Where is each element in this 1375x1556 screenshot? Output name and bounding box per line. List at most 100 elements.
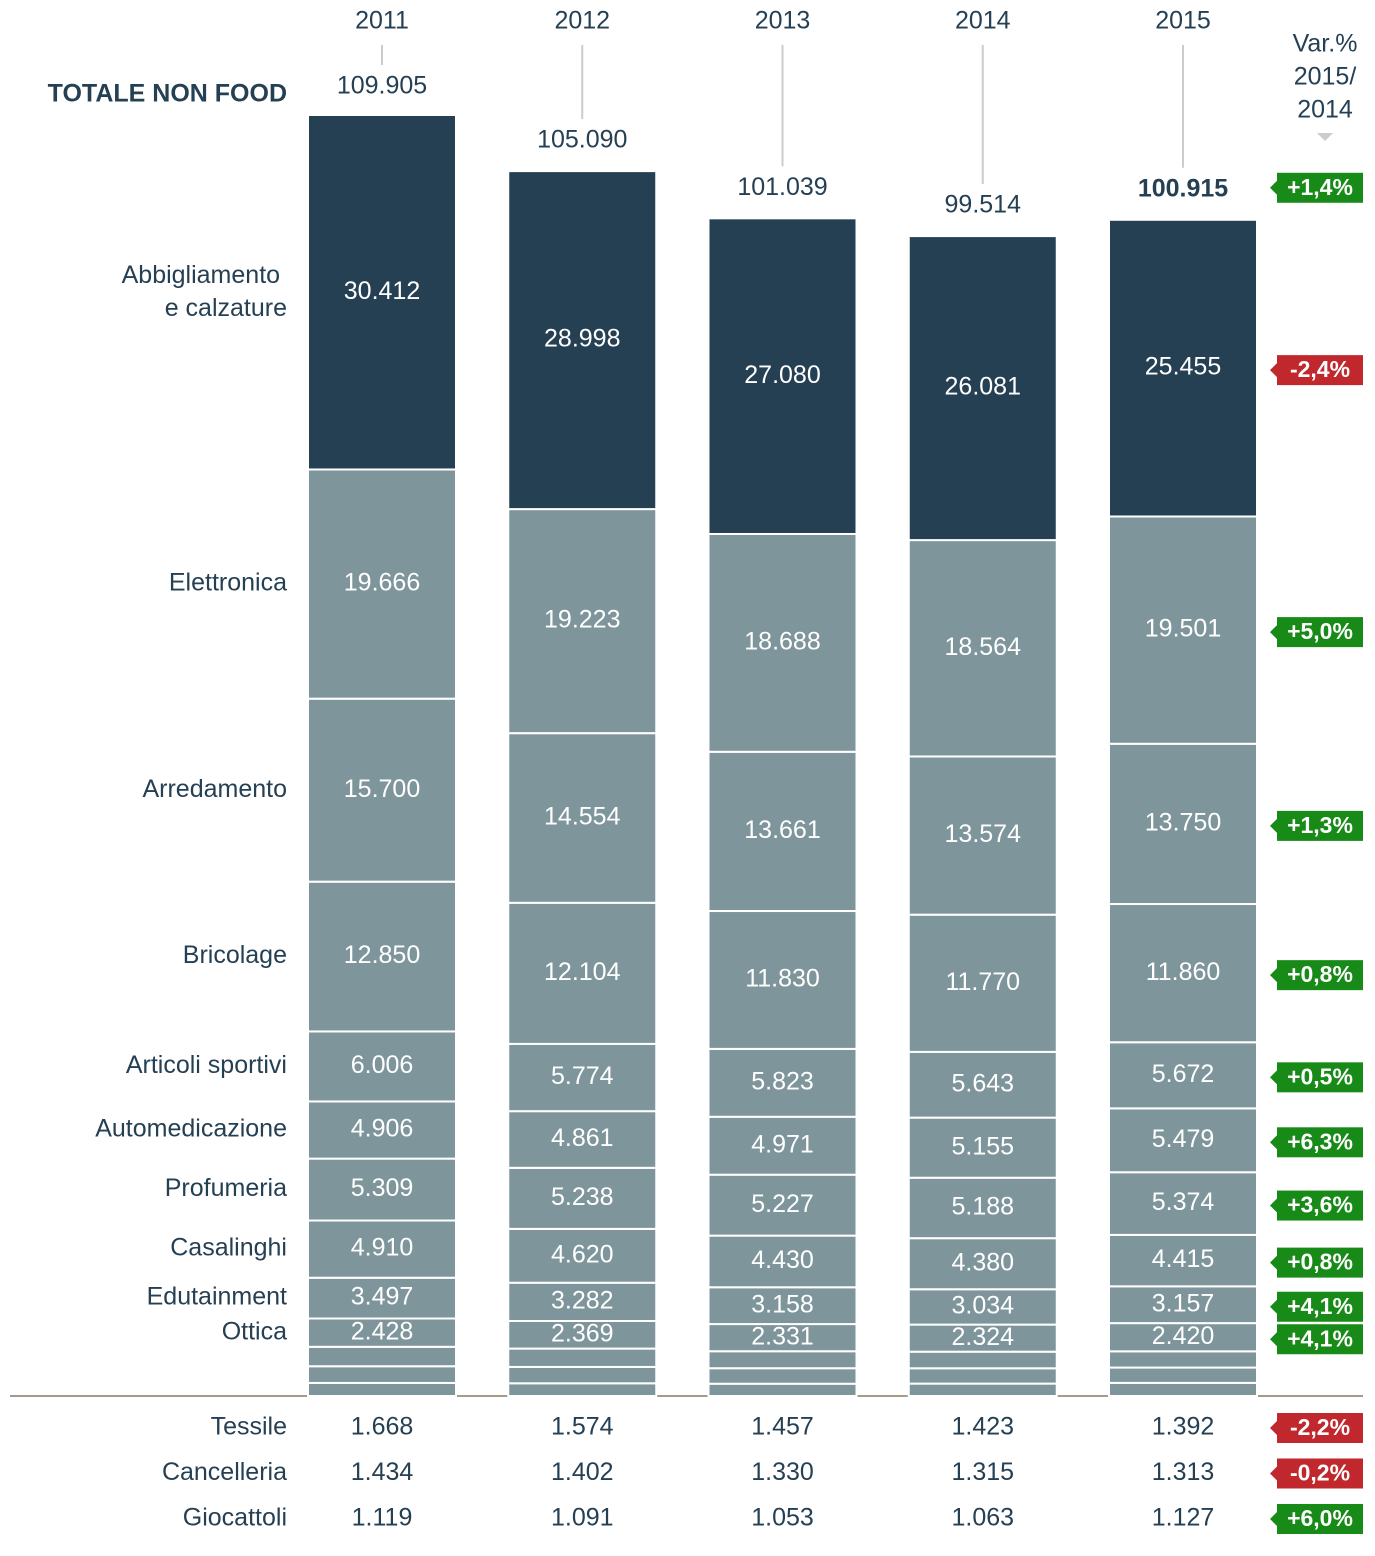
segment-label: 1.574 bbox=[551, 1413, 614, 1441]
segment-label: 12.850 bbox=[344, 941, 420, 969]
segment-label: 4.910 bbox=[351, 1234, 414, 1262]
segment-label: 1.668 bbox=[351, 1413, 414, 1441]
bar-segment bbox=[907, 1176, 1058, 1240]
segment-label: 4.971 bbox=[751, 1130, 814, 1158]
year-label: 2011 bbox=[355, 7, 409, 35]
bar-segment bbox=[1108, 1322, 1258, 1353]
badge-pointer bbox=[1270, 1070, 1277, 1085]
year-label: 2013 bbox=[755, 7, 811, 35]
badge-pointer bbox=[1270, 1299, 1277, 1314]
change-label: +3,6% bbox=[1287, 1192, 1353, 1218]
segment-label: 27.080 bbox=[744, 361, 820, 389]
segment-label: 14.554 bbox=[544, 803, 621, 831]
change-badge bbox=[1277, 1324, 1363, 1355]
badge-pointer bbox=[1270, 1421, 1277, 1435]
bar-segment bbox=[307, 1157, 457, 1222]
change-label: +5,0% bbox=[1287, 618, 1353, 644]
bar-segment bbox=[507, 1382, 658, 1397]
segment-label: 6.006 bbox=[351, 1051, 414, 1079]
bar-segment bbox=[307, 1276, 457, 1320]
segment-label: 1.091 bbox=[551, 1504, 614, 1532]
segment-label: 5.188 bbox=[951, 1193, 1014, 1221]
bar-segment bbox=[707, 1047, 858, 1118]
year-label: 2015 bbox=[1155, 7, 1211, 35]
bar-segment bbox=[707, 1382, 858, 1397]
segment-label: 2.428 bbox=[351, 1317, 414, 1345]
bar-segment bbox=[1108, 1233, 1258, 1288]
bar-segment bbox=[1108, 903, 1258, 1044]
segment-label: 13.750 bbox=[1145, 809, 1221, 837]
segment-label: 4.430 bbox=[751, 1246, 814, 1274]
segment-label: 18.688 bbox=[744, 627, 820, 655]
segment-label: 11.830 bbox=[745, 965, 820, 993]
segment-label: 11.770 bbox=[945, 968, 1020, 996]
bar-segment bbox=[907, 1382, 1058, 1398]
bar-segment bbox=[1108, 1041, 1258, 1110]
bar-segment bbox=[907, 1367, 1058, 1385]
series-label: Abbigliamento e calzature bbox=[122, 261, 287, 322]
segment-label: 4.861 bbox=[551, 1124, 614, 1152]
segment-label: 30.412 bbox=[344, 277, 420, 305]
segment-label: 5.227 bbox=[751, 1190, 814, 1218]
segment-label: 28.998 bbox=[544, 325, 620, 353]
total-label: 100.915 bbox=[1138, 174, 1228, 202]
change-badge bbox=[1277, 1413, 1363, 1443]
bar-segment bbox=[507, 1365, 658, 1385]
change-label: +6,3% bbox=[1287, 1128, 1353, 1154]
total-label: 109.905 bbox=[337, 72, 427, 100]
segment-label: 2.420 bbox=[1152, 1322, 1215, 1350]
segment-label: 3.158 bbox=[751, 1290, 814, 1318]
bar-segment bbox=[507, 1281, 658, 1322]
segment-label: 2.331 bbox=[751, 1322, 814, 1350]
change-badge bbox=[1277, 960, 1363, 991]
segment-label: 1.330 bbox=[751, 1458, 814, 1486]
badge-pointer bbox=[1270, 363, 1277, 378]
bar-segment bbox=[1108, 1107, 1258, 1174]
bar-segment bbox=[907, 1350, 1058, 1370]
segment-label: 5.155 bbox=[951, 1132, 1014, 1160]
segment-label: 5.238 bbox=[551, 1183, 614, 1211]
segment-label: 5.672 bbox=[1152, 1060, 1215, 1088]
bar-segment bbox=[907, 539, 1058, 758]
change-label: +1,3% bbox=[1287, 812, 1353, 838]
bar-segment bbox=[1108, 515, 1258, 745]
badge-pointer bbox=[1270, 1198, 1277, 1213]
badge-pointer bbox=[1270, 1135, 1277, 1150]
bar-segment bbox=[907, 1237, 1058, 1291]
segment-label: 3.157 bbox=[1152, 1289, 1215, 1317]
segment-label: 11.860 bbox=[1146, 958, 1221, 986]
change-badge bbox=[1277, 1190, 1363, 1221]
change-label: +1,4% bbox=[1287, 174, 1353, 200]
segment-label: 1.423 bbox=[951, 1413, 1014, 1441]
total-label: 105.090 bbox=[537, 126, 627, 154]
series-label: Elettronica bbox=[169, 569, 287, 597]
segment-label: 1.457 bbox=[751, 1413, 814, 1441]
change-badge bbox=[1277, 617, 1363, 648]
badge-pointer bbox=[1270, 1255, 1277, 1270]
change-label: +4,1% bbox=[1287, 1325, 1353, 1351]
bar-segment bbox=[307, 1381, 457, 1398]
bar-segment bbox=[507, 732, 658, 904]
segment-label: 19.666 bbox=[344, 569, 420, 597]
bar-segment bbox=[707, 217, 858, 535]
bar-segment bbox=[1108, 1381, 1258, 1398]
segment-label: 2.369 bbox=[551, 1319, 614, 1347]
bar-segment bbox=[707, 1323, 858, 1353]
bar-segment bbox=[1108, 1366, 1258, 1384]
segment-label: 4.380 bbox=[951, 1248, 1014, 1276]
bar-segment bbox=[1108, 218, 1258, 518]
year-label: 2012 bbox=[554, 7, 610, 35]
series-label: Automedicazione bbox=[95, 1115, 287, 1143]
change-label: +4,1% bbox=[1287, 1293, 1353, 1319]
segment-label: 25.455 bbox=[1145, 353, 1221, 381]
bar-segment bbox=[707, 1367, 858, 1385]
segment-label: 1.402 bbox=[551, 1458, 614, 1486]
segment-label: 1.119 bbox=[352, 1504, 413, 1532]
change-label: -0,2% bbox=[1290, 1460, 1350, 1486]
segment-label: 3.497 bbox=[351, 1283, 414, 1311]
change-label: +0,8% bbox=[1287, 1249, 1353, 1275]
series-label: Bricolage bbox=[183, 941, 287, 969]
segment-label: 19.501 bbox=[1145, 615, 1221, 643]
bar-segment bbox=[307, 1100, 457, 1160]
change-title: 2014 bbox=[1297, 96, 1353, 124]
